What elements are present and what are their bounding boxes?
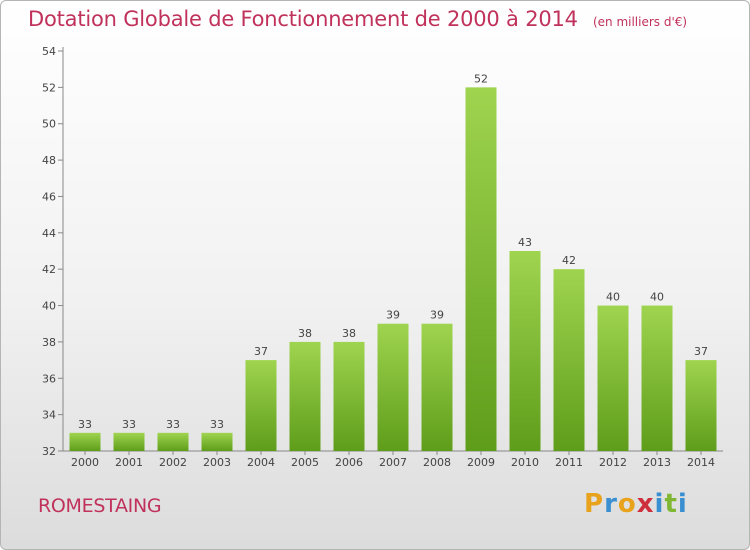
chart-subtitle: (en milliers d'€) [592, 15, 688, 29]
y-tick-label: 44 [42, 227, 56, 240]
value-label-2014: 37 [694, 345, 708, 358]
bar-2014 [685, 360, 717, 451]
value-label-2013: 40 [650, 291, 664, 304]
value-label-2007: 39 [386, 309, 400, 322]
title-row: Dotation Globale de Fonctionnement de 20… [28, 7, 687, 31]
bar-2009 [465, 87, 497, 451]
y-tick-label: 40 [42, 300, 56, 313]
value-label-2001: 33 [122, 418, 136, 431]
logo-letter: o [617, 489, 637, 519]
value-label-2010: 43 [518, 236, 532, 249]
bar-2001 [113, 432, 145, 451]
value-label-2006: 38 [342, 327, 356, 340]
bar-2012 [597, 305, 629, 451]
value-label-2003: 33 [210, 418, 224, 431]
y-tick-label: 38 [42, 336, 56, 349]
bar-2011 [553, 269, 585, 451]
bar-2000 [69, 432, 101, 451]
x-tick-label-2004: 2004 [247, 456, 275, 469]
bar-2007 [377, 323, 409, 451]
x-tick-label-2014: 2014 [687, 456, 715, 469]
logo-letter: x [636, 489, 655, 519]
x-tick-label-2003: 2003 [203, 456, 231, 469]
x-tick-label-2007: 2007 [379, 456, 407, 469]
value-label-2004: 37 [254, 345, 268, 358]
chart-title: Dotation Globale de Fonctionnement de 20… [28, 7, 578, 31]
y-tick-label: 36 [42, 372, 56, 385]
value-label-2012: 40 [606, 291, 620, 304]
bar-2008 [421, 323, 453, 451]
x-tick-label-2009: 2009 [467, 456, 495, 469]
y-tick-label: 34 [42, 409, 56, 422]
x-tick-label-2011: 2011 [555, 456, 583, 469]
x-tick-label-2000: 2000 [71, 456, 99, 469]
value-label-2009: 52 [474, 72, 488, 85]
x-tick-label-2010: 2010 [511, 456, 539, 469]
y-tick-label: 46 [42, 190, 56, 203]
y-tick-label: 52 [42, 81, 56, 94]
bar-2002 [157, 432, 189, 451]
value-label-2008: 39 [430, 309, 444, 322]
bars [69, 87, 717, 451]
bar-2013 [641, 305, 673, 451]
y-tick-label: 42 [42, 263, 56, 276]
x-tick-label-2008: 2008 [423, 456, 451, 469]
bar-2005 [289, 341, 321, 451]
commune-name: ROMESTAING [38, 495, 162, 517]
y-tick-label: 50 [42, 118, 56, 131]
x-tick-label-2013: 2013 [643, 456, 671, 469]
value-label-2011: 42 [562, 254, 576, 267]
y-tick-label: 48 [42, 154, 56, 167]
axes: 32 34 36 38 40 42 44 46 48 50 52 54 [42, 45, 723, 458]
bar-2006 [333, 341, 365, 451]
bar-2010 [509, 251, 541, 451]
proxiti-logo: Proxiti [584, 489, 688, 519]
labels: 33 2000 33 2001 33 2002 33 2003 37 2004 38 2005 38 20… [71, 72, 715, 469]
y-tick-label: 32 [42, 445, 56, 458]
logo-letter: i [654, 489, 665, 519]
bar-2003 [201, 432, 233, 451]
x-tick-label-2012: 2012 [599, 456, 627, 469]
value-label-2002: 33 [166, 418, 180, 431]
x-tick-label-2005: 2005 [291, 456, 319, 469]
x-tick-label-2002: 2002 [159, 456, 187, 469]
logo-letter: P [584, 489, 605, 519]
logo-letter: t [664, 489, 678, 519]
x-tick-label-2006: 2006 [335, 456, 363, 469]
value-label-2000: 33 [78, 418, 92, 431]
y-tick-label: 54 [42, 45, 56, 58]
bar-2004 [245, 360, 277, 451]
logo-letter: r [604, 489, 618, 519]
logo-letter: i [677, 489, 688, 519]
value-label-2005: 38 [298, 327, 312, 340]
x-tick-label-2001: 2001 [115, 456, 143, 469]
